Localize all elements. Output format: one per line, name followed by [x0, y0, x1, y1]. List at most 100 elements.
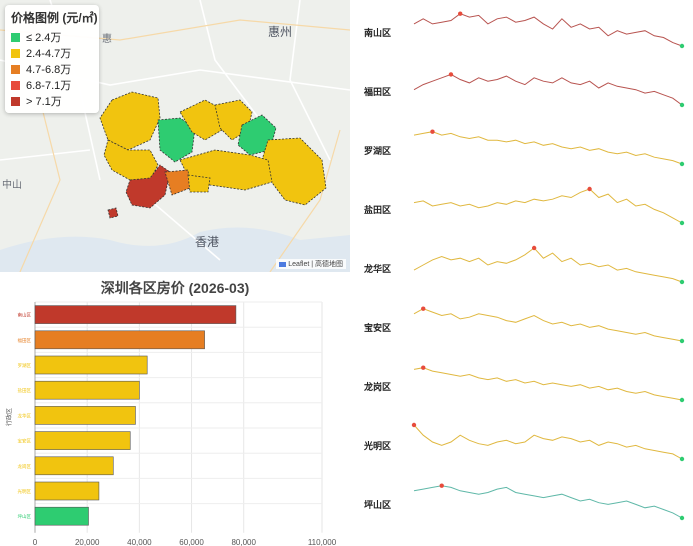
peak-marker — [411, 422, 417, 428]
legend-swatch — [11, 32, 20, 42]
end-marker — [679, 456, 685, 462]
peak-marker — [448, 72, 454, 77]
legend-swatch — [11, 96, 20, 106]
district-label: 南山区 — [364, 27, 391, 38]
x-tick-label: 110,000 — [308, 538, 337, 546]
district-futian[interactable] — [164, 169, 191, 196]
end-marker — [679, 220, 685, 226]
y-tick-label: 宝安区 — [18, 438, 32, 445]
legend-title: 价格图例 (元/㎡) — [11, 11, 98, 25]
district-island[interactable] — [107, 207, 119, 219]
bar-南山区[interactable] — [34, 305, 237, 324]
chart-x-tick-labels: 0 20,000 40,000 60,000 80,000 110,000 — [33, 538, 337, 546]
bar-龙华区[interactable] — [34, 406, 136, 425]
map-label-zhongshan: 中山 — [2, 178, 22, 191]
sparkline-row-南山区[interactable]: 南山区 — [364, 11, 685, 49]
x-tick-label: 60,000 — [179, 538, 204, 546]
sparkline-path — [413, 485, 683, 519]
legend-item: 2.4-4.7万 — [11, 45, 93, 61]
price-bar-chart: 深圳各区房价 (2026-03) 南山区福田区罗湖区盐田区龙华区宝安区龙岗区光明… — [0, 272, 350, 546]
y-tick-label: 罗湖区 — [18, 362, 32, 369]
bar-罗湖区[interactable] — [34, 355, 148, 375]
end-marker — [679, 43, 685, 49]
sparkline-row-龙华区[interactable]: 龙华区 — [363, 245, 685, 285]
legend-swatch — [11, 80, 20, 90]
legend-item: > 7.1万 — [11, 93, 93, 109]
leaflet-logo-icon — [279, 261, 287, 267]
bar-福田区[interactable] — [34, 330, 205, 350]
district-label: 福田区 — [363, 86, 391, 97]
y-tick-label: 南山区 — [18, 312, 32, 319]
map-canvas[interactable]: 惠州 香港 中山 惠 — [0, 0, 350, 272]
district-nanshan[interactable] — [125, 164, 171, 209]
map-label-hongkong: 香港 — [195, 235, 219, 249]
legend-label: ≤ 2.4万 — [26, 32, 62, 44]
legend-swatch — [11, 64, 20, 74]
sparkline-path — [413, 308, 683, 342]
district-label: 宝安区 — [364, 322, 391, 333]
district-label: 罗湖区 — [364, 145, 391, 156]
legend-label: 6.8-7.1万 — [26, 80, 72, 92]
bar-光明区[interactable] — [34, 481, 100, 501]
x-tick-label: 20,000 — [75, 538, 100, 546]
sea-area — [0, 227, 350, 272]
y-tick-label: 龙华区 — [18, 412, 32, 419]
peak-marker — [587, 186, 592, 192]
x-tick-label: 0 — [33, 538, 38, 546]
attribution-text[interactable]: Leaflet | 高德地图 — [288, 261, 343, 268]
end-marker — [679, 102, 685, 108]
y-tick-label: 龙岗区 — [18, 463, 32, 470]
y-tick-label: 盐田区 — [18, 387, 32, 394]
sparkline-row-罗湖区[interactable]: 罗湖区 — [364, 129, 685, 167]
peak-marker — [531, 245, 537, 251]
peak-marker — [430, 129, 435, 134]
peak-marker — [458, 11, 463, 16]
district-label: 盐田区 — [364, 204, 391, 215]
peak-marker — [421, 365, 426, 370]
end-marker — [679, 161, 685, 167]
y-tick-label: 光明区 — [18, 488, 32, 495]
y-tick-label: 福田区 — [18, 337, 32, 344]
district-dapeng[interactable] — [261, 137, 327, 206]
sparkline-path — [413, 247, 683, 283]
bar-坪山区[interactable] — [34, 506, 89, 526]
district-shapes — [99, 91, 327, 219]
bar-盐田区[interactable] — [34, 380, 140, 400]
district-label: 龙华区 — [363, 263, 391, 274]
sparkline-row-坪山区[interactable]: 坪山区 — [364, 483, 685, 521]
end-marker — [679, 338, 685, 344]
bar-龙岗区[interactable] — [34, 456, 114, 476]
district-trend-panel: 南山区福田区罗湖区盐田区龙华区宝安区龙岗区光明区坪山区 — [352, 0, 693, 546]
district-longhua[interactable] — [157, 117, 196, 163]
y-tick-label: 坪山区 — [18, 513, 32, 520]
map-label-huizhou-area: 惠 — [102, 32, 112, 45]
sparkline-row-盐田区[interactable]: 盐田区 — [364, 186, 685, 226]
sparkline-path — [413, 367, 683, 401]
bar-宝安区[interactable] — [34, 431, 131, 450]
peak-marker — [421, 306, 426, 311]
chart-title: 深圳各区房价 (2026-03) — [100, 280, 250, 296]
sparkline-row-宝安区[interactable]: 宝安区 — [364, 306, 685, 344]
legend-item: ≤ 2.4万 — [11, 29, 93, 45]
sparkline-path — [413, 73, 683, 106]
legend-swatch — [11, 48, 20, 58]
sparkline-path — [413, 13, 683, 47]
legend-item: 4.7-6.8万 — [11, 61, 93, 77]
chart-bars — [34, 305, 237, 526]
chart-y-axis-label: 行政区 — [5, 408, 13, 426]
map-attribution[interactable]: Leaflet | 高德地图 — [276, 259, 346, 269]
sparkline-path — [413, 188, 683, 224]
legend-label: 4.7-6.8万 — [26, 64, 72, 76]
sparkline-row-福田区[interactable]: 福田区 — [363, 72, 685, 108]
district-price-map[interactable]: 惠州 香港 中山 惠 价格图例 (元/㎡) ≤ 2.4万 2.4-4.7万 4.… — [0, 0, 350, 272]
district-luohu[interactable] — [187, 174, 211, 193]
district-label: 龙岗区 — [363, 381, 391, 392]
district-guangming[interactable] — [99, 91, 161, 151]
sparkline-path — [413, 131, 683, 165]
sparkline-row-龙岗区[interactable]: 龙岗区 — [363, 365, 685, 403]
map-label-huizhou: 惠州 — [268, 25, 292, 39]
sparkline-row-光明区[interactable]: 光明区 — [363, 422, 685, 462]
